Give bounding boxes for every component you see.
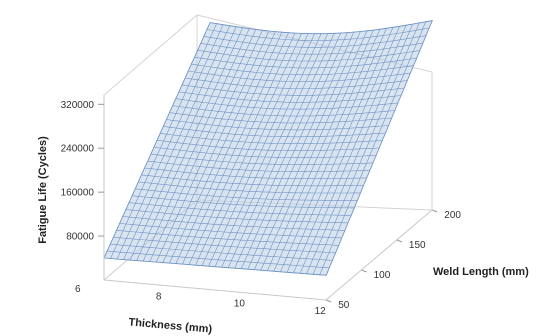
response-surface — [103, 20, 433, 276]
mesh-line-thickness-22 — [247, 31, 355, 270]
z-tick-label-3: 320000 — [61, 100, 95, 111]
mesh-line-thickness-33 — [319, 21, 426, 275]
mesh-line-thickness-7 — [149, 29, 257, 262]
x-axis: 6 8 10 12 — [75, 284, 326, 317]
y-tick-label-0: 50 — [338, 300, 350, 311]
mesh-line-thickness-6 — [142, 28, 250, 262]
mesh-line-thickness-27 — [280, 28, 387, 272]
x-axis-title: Thickness (mm) — [128, 316, 213, 335]
y-tick-mark-1 — [361, 269, 367, 273]
mesh-line-thickness-21 — [240, 32, 348, 269]
mesh-line-thickness-18 — [221, 33, 328, 268]
x-tick-label-1: 8 — [156, 292, 162, 303]
mesh-line-thickness-23 — [254, 31, 361, 270]
mesh-line-thickness-0 — [103, 22, 211, 259]
mesh-line-thickness-1 — [110, 23, 217, 259]
x-tick-label-2: 10 — [234, 299, 246, 310]
z-tick-label-1: 160000 — [61, 188, 95, 199]
mesh-line-thickness-5 — [136, 27, 243, 261]
z-axis: 80000 160000 240000 320000 — [61, 95, 105, 280]
x-tick-label-3: 12 — [315, 306, 327, 317]
mesh-line-thickness-28 — [286, 27, 394, 273]
mesh-line-thickness-16 — [208, 33, 315, 267]
mesh-line-thickness-9 — [162, 30, 270, 263]
mesh-line-thickness-11 — [175, 32, 283, 264]
y-tick-mark-0 — [326, 299, 332, 303]
mesh-line-thickness-4 — [129, 26, 237, 261]
mesh-line-thickness-2 — [116, 24, 224, 260]
y-axis: 50 100 150 200 — [326, 209, 461, 311]
mesh-line-thickness-29 — [293, 26, 400, 273]
z-tick-label-2: 240000 — [61, 144, 95, 155]
mesh-line-thickness-19 — [227, 33, 335, 268]
y-tick-label-1: 100 — [374, 270, 391, 281]
x-tick-label-0: 6 — [75, 284, 81, 295]
mesh-line-thickness-15 — [201, 33, 309, 266]
mesh-line-thickness-12 — [182, 32, 289, 265]
z-axis-title: Fatigue Life (Cycles) — [37, 136, 49, 244]
mesh-line-thickness-14 — [195, 33, 302, 266]
mesh-line-thickness-34 — [325, 20, 433, 276]
y-tick-mark-3 — [432, 209, 438, 213]
mesh-line-thickness-30 — [299, 25, 407, 274]
mesh-line-thickness-8 — [156, 30, 263, 263]
mesh-line-thickness-32 — [312, 22, 420, 275]
mesh-line-thickness-3 — [123, 25, 230, 260]
mesh-line-thickness-31 — [306, 23, 413, 274]
mesh-line-thickness-26 — [273, 29, 381, 272]
floor-front-edges — [103, 209, 433, 301]
mesh-line-thickness-17 — [214, 33, 322, 267]
mesh-line-thickness-20 — [234, 32, 342, 269]
y-tick-label-2: 150 — [409, 240, 426, 251]
y-tick-mark-2 — [396, 239, 403, 243]
mesh-line-thickness-25 — [267, 29, 374, 271]
y-axis-title: Weld Length (mm) — [433, 266, 529, 278]
y-tick-label-3: 200 — [444, 210, 461, 221]
mesh-line-thickness-13 — [188, 32, 296, 265]
floor-frame — [103, 209, 433, 301]
mesh-line-thickness-24 — [260, 30, 368, 271]
mesh-line-thickness-10 — [169, 31, 276, 264]
z-tick-label-0: 80000 — [66, 232, 94, 243]
